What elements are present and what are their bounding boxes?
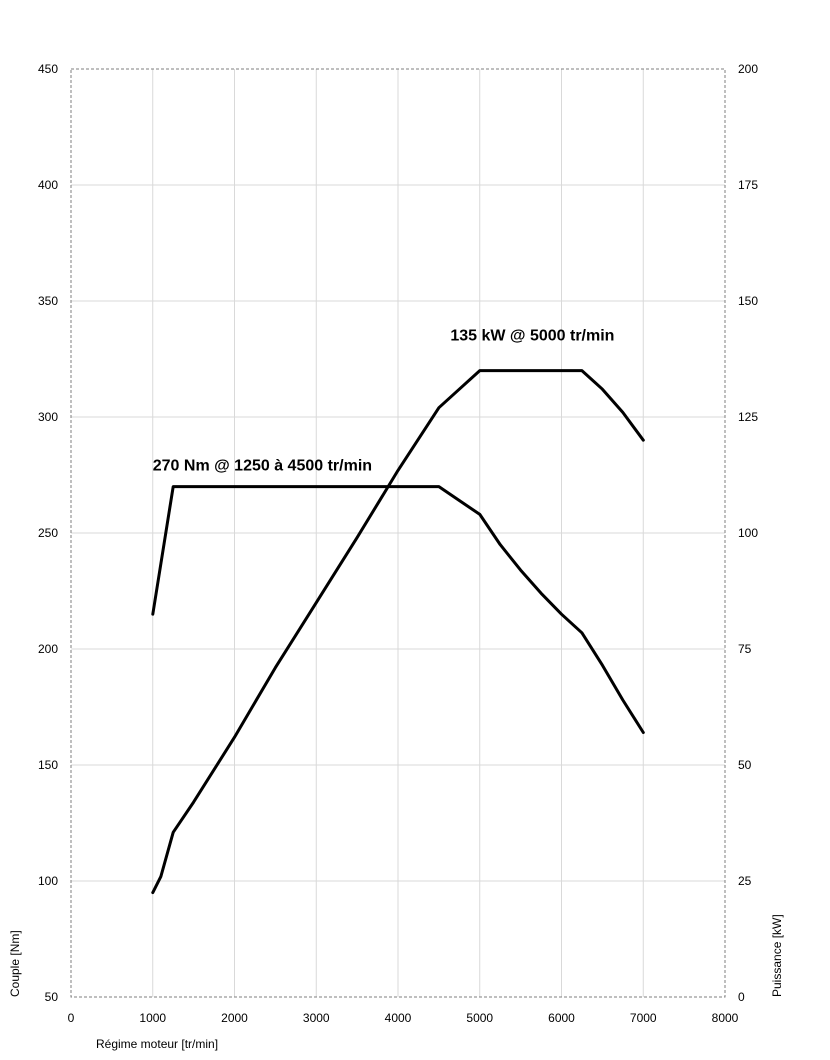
x-tick-labels: 0 1000 2000 3000 4000 5000 6000 7000 8000 <box>68 1011 739 1025</box>
y-right-tick-label: 100 <box>738 526 758 540</box>
y-right-tick-label: 25 <box>738 874 752 888</box>
y-left-tick-label: 200 <box>38 642 58 656</box>
y-right-tick-label: 50 <box>738 758 752 772</box>
y-left-tick-label: 250 <box>38 526 58 540</box>
y-left-tick-label: 300 <box>38 410 58 424</box>
grid <box>71 69 725 997</box>
x-axis-label: Régime moteur [tr/min] <box>96 1037 218 1051</box>
y-left-tick-label: 350 <box>38 294 58 308</box>
y-left-tick-labels: 50 100 150 200 250 300 350 400 450 <box>38 62 58 1004</box>
x-tick-label: 6000 <box>548 1011 575 1025</box>
y-left-tick-label: 450 <box>38 62 58 76</box>
x-tick-label: 3000 <box>303 1011 330 1025</box>
y-right-tick-label: 125 <box>738 410 758 424</box>
y-right-tick-label: 75 <box>738 642 752 656</box>
x-tick-label: 8000 <box>712 1011 739 1025</box>
y-right-tick-label: 150 <box>738 294 758 308</box>
y-right-tick-labels: 0 25 50 75 100 125 150 175 200 <box>738 62 758 1004</box>
y-right-axis-label: Puissance [kW] <box>770 914 784 997</box>
x-tick-label: 4000 <box>385 1011 412 1025</box>
y-left-tick-label: 400 <box>38 178 58 192</box>
x-tick-label: 0 <box>68 1011 75 1025</box>
torque-line <box>151 485 645 734</box>
power-line <box>151 369 645 895</box>
x-tick-label: 2000 <box>221 1011 248 1025</box>
y-right-tick-label: 0 <box>738 990 745 1004</box>
y-left-tick-label: 100 <box>38 874 58 888</box>
x-tick-label: 1000 <box>139 1011 166 1025</box>
x-tick-label: 5000 <box>466 1011 493 1025</box>
annotation-2: 135 kW @ 5000 tr/min <box>450 327 614 344</box>
plot-frame <box>70 68 726 998</box>
annotations: 270 Nm @ 1250 à 4500 tr/min 135 kW @ 5000… <box>153 327 615 474</box>
y-right-tick-label: 200 <box>738 62 758 76</box>
y-left-tick-label: 50 <box>45 990 59 1004</box>
y-left-axis-label: Couple [Nm] <box>8 930 22 997</box>
annotation-1: 270 Nm @ 1250 à 4500 tr/min <box>153 457 372 474</box>
y-right-tick-label: 175 <box>738 178 758 192</box>
x-tick-label: 7000 <box>630 1011 657 1025</box>
y-left-tick-label: 150 <box>38 758 58 772</box>
series-lines <box>151 369 645 895</box>
